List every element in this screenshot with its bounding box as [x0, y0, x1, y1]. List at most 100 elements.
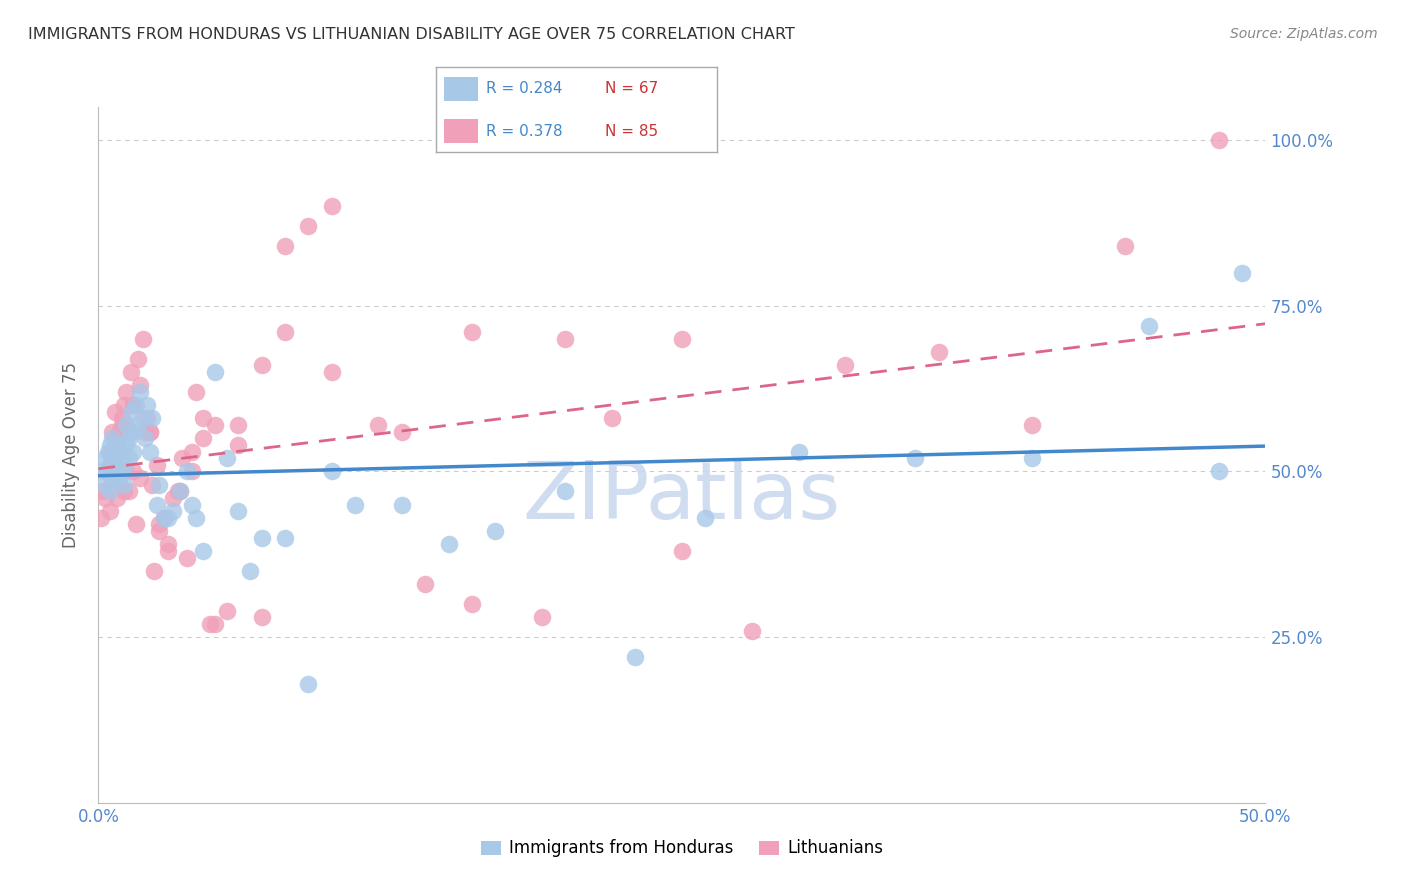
Point: [111, 465, 134, 479]
Point: [132, 411, 155, 425]
Point: [193, 411, 215, 425]
Point: [125, 517, 148, 532]
Point: [115, 384, 138, 399]
Point: [1021, 451, 1043, 466]
Bar: [444, 120, 478, 143]
Point: [120, 405, 142, 419]
Point: [148, 524, 170, 538]
Point: [228, 504, 250, 518]
Point: [108, 471, 131, 485]
Point: [139, 425, 162, 439]
Point: [105, 438, 128, 452]
Point: [193, 544, 215, 558]
Point: [112, 458, 135, 472]
Point: [105, 458, 128, 472]
Y-axis label: Disability Age Over 75: Disability Age Over 75: [62, 362, 80, 548]
Point: [695, 511, 717, 525]
Point: [928, 345, 950, 359]
Point: [105, 431, 128, 445]
Point: [176, 550, 198, 565]
Point: [391, 498, 413, 512]
Point: [127, 418, 149, 433]
Point: [122, 398, 145, 412]
Point: [97, 465, 120, 479]
Point: [122, 398, 145, 412]
Point: [134, 425, 156, 439]
Point: [1208, 133, 1230, 147]
Point: [157, 544, 180, 558]
Text: Source: ZipAtlas.com: Source: ZipAtlas.com: [1230, 27, 1378, 41]
Text: R = 0.378: R = 0.378: [486, 124, 562, 139]
Point: [554, 484, 576, 499]
Point: [111, 444, 134, 458]
Point: [108, 425, 131, 439]
Point: [530, 610, 553, 624]
Point: [180, 498, 202, 512]
Point: [204, 418, 226, 433]
Point: [344, 498, 367, 512]
Point: [118, 431, 141, 445]
Point: [118, 451, 141, 466]
Point: [169, 484, 191, 499]
Point: [127, 351, 149, 366]
Point: [115, 465, 138, 479]
Point: [297, 676, 319, 690]
Text: IMMIGRANTS FROM HONDURAS VS LITHUANIAN DISABILITY AGE OVER 75 CORRELATION CHART: IMMIGRANTS FROM HONDURAS VS LITHUANIAN D…: [28, 27, 794, 42]
Point: [239, 564, 262, 578]
Point: [101, 477, 124, 491]
Point: [180, 444, 202, 458]
Point: [105, 444, 128, 458]
Point: [200, 616, 222, 631]
Point: [152, 511, 174, 525]
Point: [904, 451, 927, 466]
Point: [297, 219, 319, 234]
Point: [484, 524, 506, 538]
Point: [111, 418, 134, 433]
Point: [741, 624, 763, 638]
Point: [105, 491, 128, 505]
Point: [600, 411, 623, 425]
Point: [146, 498, 169, 512]
Point: [98, 458, 121, 472]
Point: [193, 431, 215, 445]
Point: [129, 384, 152, 399]
Point: [112, 398, 135, 412]
Point: [112, 477, 135, 491]
Point: [461, 597, 484, 611]
Point: [413, 577, 436, 591]
Point: [122, 425, 145, 439]
Point: [321, 199, 343, 213]
Point: [94, 491, 117, 505]
Point: [129, 378, 152, 392]
Text: N = 67: N = 67: [605, 81, 658, 96]
Point: [98, 444, 121, 458]
Point: [101, 451, 124, 466]
Point: [148, 477, 170, 491]
Point: [139, 444, 162, 458]
Point: [139, 425, 162, 439]
Point: [554, 332, 576, 346]
Point: [118, 484, 141, 499]
Point: [141, 477, 163, 491]
Point: [136, 398, 159, 412]
Point: [97, 444, 120, 458]
Point: [1114, 239, 1136, 253]
Point: [118, 425, 141, 439]
Point: [101, 471, 124, 485]
Point: [120, 365, 142, 379]
Point: [1230, 266, 1253, 280]
Point: [787, 444, 810, 458]
Point: [391, 425, 413, 439]
Point: [115, 438, 138, 452]
Point: [228, 418, 250, 433]
Point: [146, 458, 169, 472]
Point: [1021, 418, 1043, 433]
Point: [90, 511, 112, 525]
Point: [129, 471, 152, 485]
Point: [108, 471, 131, 485]
Point: [180, 465, 202, 479]
Text: R = 0.284: R = 0.284: [486, 81, 562, 96]
Point: [115, 418, 138, 433]
Point: [134, 431, 156, 445]
Point: [274, 326, 297, 340]
